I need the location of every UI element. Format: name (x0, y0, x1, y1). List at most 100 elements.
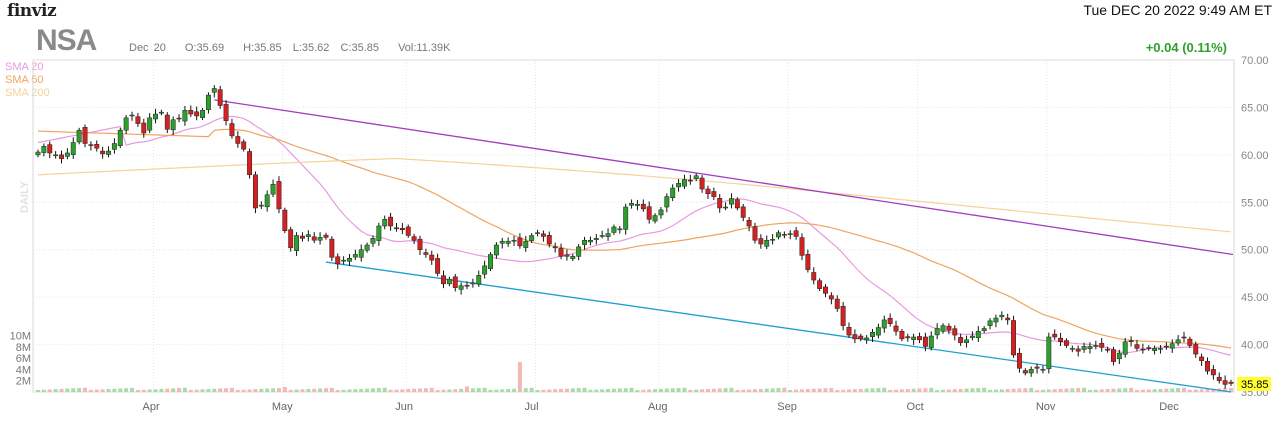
volume-bar (459, 388, 464, 392)
volume-bar (1017, 388, 1022, 392)
candle-body (1111, 349, 1116, 362)
volume-bar (999, 389, 1004, 392)
candle-body (317, 237, 323, 241)
volume-bar (329, 387, 334, 392)
y-tick-label: 55.00 (1241, 197, 1269, 209)
candle-body (587, 239, 593, 243)
volume-bar (611, 388, 616, 392)
candle-body (634, 203, 640, 206)
volume-bar (982, 387, 987, 392)
volume-bar (682, 387, 687, 392)
volume-bar (47, 389, 52, 392)
candle-body (82, 127, 88, 144)
candle-body (1134, 344, 1140, 349)
volume-bar (470, 388, 475, 392)
volume-bar (1152, 389, 1157, 392)
candle-body (1222, 380, 1228, 385)
volume-bar (112, 388, 117, 392)
candle-body (770, 239, 776, 241)
candle-body (1075, 348, 1081, 352)
candles[interactable] (35, 85, 1234, 389)
finviz-logo[interactable]: finviz (7, 1, 57, 21)
candle-body (411, 236, 417, 241)
volume-bar (341, 389, 346, 392)
volume-bar (83, 387, 88, 392)
volume-bar (1187, 389, 1192, 392)
y-tick-label: 45.00 (1241, 292, 1269, 304)
volume-bar (653, 389, 658, 392)
candle-body (905, 336, 911, 339)
volume-bar (935, 390, 940, 392)
candle-body (687, 179, 693, 182)
candle-body (493, 244, 499, 256)
volume-bar (412, 388, 417, 392)
grid (32, 59, 1235, 393)
volume-bar (958, 388, 963, 392)
x-tick-label: Oct (907, 401, 924, 413)
candle-body (1158, 348, 1163, 350)
candle-body (576, 246, 582, 257)
volume-bar (894, 389, 899, 392)
candle-body (129, 114, 135, 117)
candle-body (488, 254, 493, 269)
volume-bar (917, 388, 922, 392)
candle-body (564, 254, 570, 257)
candle-body (505, 240, 511, 244)
volume-bar (1105, 389, 1110, 392)
x-tick-label: Sep (777, 401, 797, 413)
candle-body (417, 238, 423, 250)
volume-bar (400, 389, 405, 392)
volume-bar (1205, 389, 1210, 392)
x-tick-label: May (272, 401, 293, 413)
volume-bar (141, 389, 146, 392)
candle-body (875, 327, 881, 336)
legend-sma200[interactable]: SMA 200 (5, 87, 50, 99)
candle-body (969, 335, 975, 338)
legend-sma50[interactable]: SMA 50 (5, 74, 44, 86)
x-tick-label: Apr (143, 401, 160, 413)
volume-bar (229, 387, 234, 392)
volume-tick-label: 4M (16, 364, 31, 376)
volume-bar (553, 389, 558, 392)
volume-bar (600, 389, 605, 392)
volume-bar (288, 389, 293, 392)
volume-bar (388, 389, 393, 392)
candle-body (282, 209, 288, 231)
volume-bar (353, 389, 358, 392)
volume-bar (423, 388, 428, 392)
candle-body (981, 328, 987, 331)
volume-bar (635, 390, 640, 392)
candle-body (864, 337, 870, 341)
legend-sma20[interactable]: SMA 20 (5, 61, 44, 73)
candle-body (376, 225, 382, 241)
moving-averages (37, 115, 1232, 356)
volume-bar (182, 387, 187, 392)
candle-body (70, 142, 76, 155)
volume-bar (576, 388, 581, 392)
volume-bar (130, 387, 135, 392)
open-value: O:35.69 (184, 42, 225, 54)
volume-bar (394, 389, 399, 392)
volume-bar (741, 389, 746, 392)
volume-bar (171, 388, 176, 392)
candle-body (205, 94, 211, 110)
volume-bar (1129, 387, 1134, 392)
candle-body (1193, 344, 1199, 355)
candle-body (946, 325, 952, 331)
candle-body (893, 325, 899, 332)
candle-body (605, 233, 611, 237)
volume-bar (617, 388, 622, 392)
candle-body (364, 244, 370, 251)
volume-bar (323, 388, 328, 392)
volume-bar (247, 389, 252, 392)
volume-bar (523, 388, 528, 392)
volume-bar (194, 389, 199, 392)
lower-trend-line (325, 261, 1232, 393)
volume-bar (376, 388, 381, 392)
candle-body (593, 238, 599, 240)
candle-body (629, 202, 635, 206)
volume-bar (147, 389, 152, 392)
volume-bar (259, 388, 264, 392)
volume-bar (429, 387, 434, 392)
